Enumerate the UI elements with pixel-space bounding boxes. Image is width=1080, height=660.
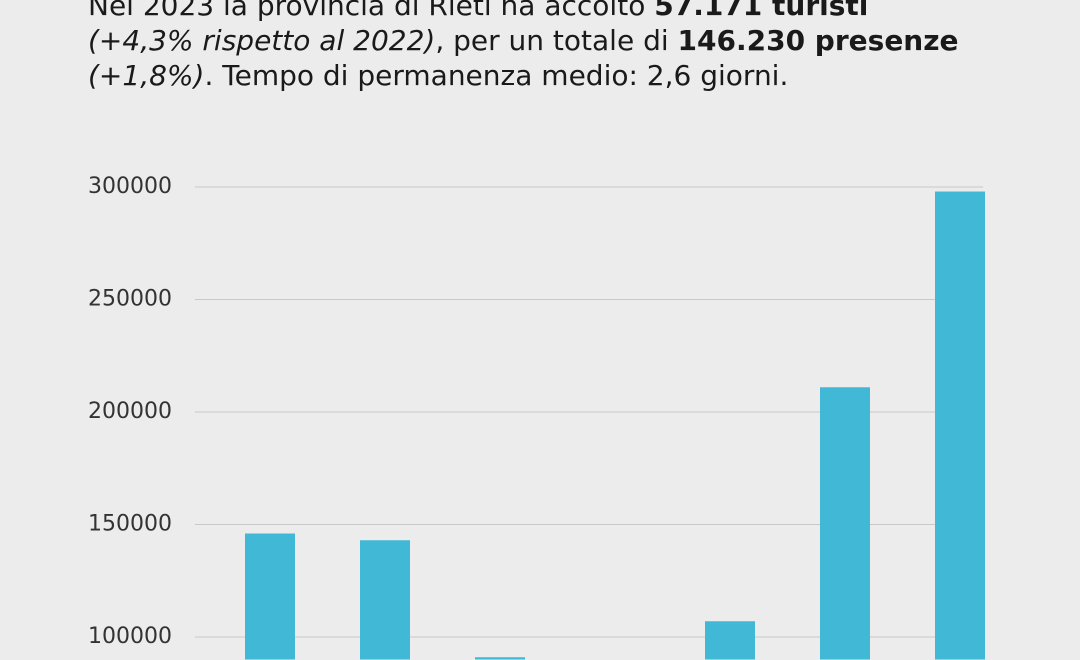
y-tick-label: 150000 bbox=[88, 512, 172, 537]
title-text-bold: 57.171 turisti bbox=[654, 0, 869, 22]
title-text-italic: (+1,8%) bbox=[88, 59, 205, 92]
title-text-bold: 146.230 presenze bbox=[677, 24, 959, 57]
y-tick-label: 300000 bbox=[88, 174, 172, 199]
bar bbox=[935, 191, 985, 660]
bar bbox=[475, 657, 525, 660]
y-tick-label: 250000 bbox=[88, 287, 172, 312]
title-text: Nel 2023 la provincia di Rieti ha accolt… bbox=[88, 0, 655, 22]
title-text: . Tempo di permanenza medio: 2,6 giorni. bbox=[204, 59, 789, 92]
title-line: Nel 2023 la provincia di Rieti ha accolt… bbox=[88, 0, 959, 23]
bar bbox=[360, 540, 410, 660]
bar bbox=[820, 387, 870, 660]
chart-title: Nel 2023 la provincia di Rieti ha accolt… bbox=[88, 0, 959, 93]
title-line: (+1,8%). Tempo di permanenza medio: 2,6 … bbox=[88, 58, 959, 93]
bar bbox=[245, 533, 295, 660]
title-line: (+4,3% rispetto al 2022), per un totale … bbox=[88, 23, 959, 58]
y-tick-label: 200000 bbox=[88, 399, 172, 424]
y-tick-label: 100000 bbox=[88, 624, 172, 649]
bar bbox=[705, 621, 755, 660]
title-text-italic: (+4,3% rispetto al 2022) bbox=[88, 24, 436, 57]
title-text: , per un totale di bbox=[435, 24, 678, 57]
